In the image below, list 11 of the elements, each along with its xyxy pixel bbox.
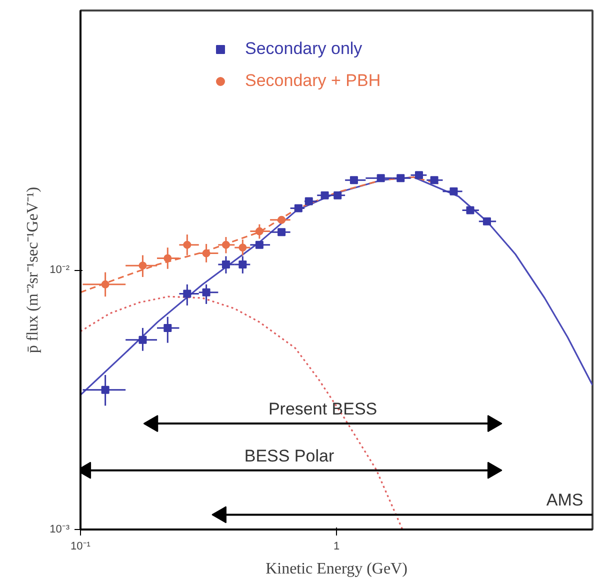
- x-axis-title: Kinetic Energy (GeV): [266, 560, 408, 578]
- y-tick-label: 10⁻³: [50, 524, 70, 536]
- y-axis-title: p̄ flux (m⁻²sr⁻¹sec⁻¹GeV⁻¹): [24, 186, 42, 354]
- legend-label: Secondary only: [245, 39, 362, 59]
- y-tick-label: 10⁻²: [50, 264, 70, 276]
- series-label: Present BESS: [268, 400, 378, 419]
- legend-label: Secondary + PBH: [245, 71, 381, 91]
- x-tick-label: 1: [333, 540, 340, 552]
- series-label: BESS Polar: [244, 446, 334, 466]
- series-label: AMS: [546, 490, 584, 510]
- x-tick-label: 10⁻¹: [70, 540, 91, 552]
